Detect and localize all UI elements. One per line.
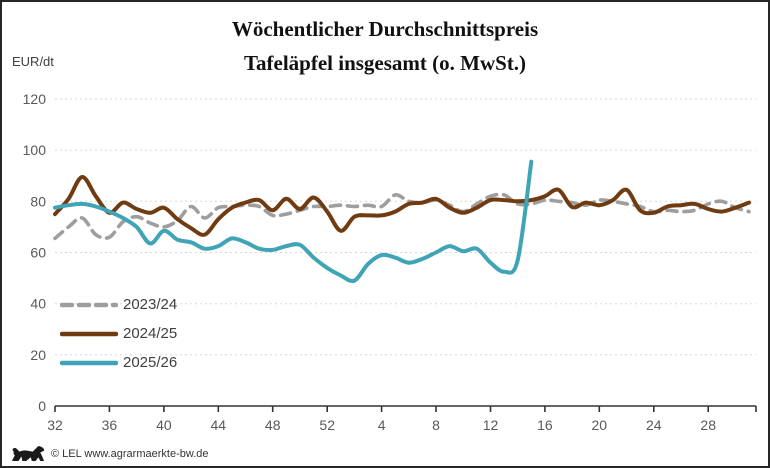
svg-text:20: 20 [30, 347, 46, 363]
svg-text:80: 80 [30, 193, 46, 209]
svg-text:32: 32 [47, 417, 63, 433]
gridlines [55, 98, 756, 356]
series-line-2025-26 [53, 159, 534, 284]
svg-text:40: 40 [156, 417, 172, 433]
solid-line-icon [60, 360, 118, 365]
series-line-2023-24 [53, 192, 751, 241]
legend-item-2023-24: 2023/24 [60, 290, 177, 319]
svg-text:8: 8 [432, 417, 440, 433]
svg-text:52: 52 [319, 417, 335, 433]
svg-text:0: 0 [38, 398, 46, 414]
legend-label-2025-26: 2025/26 [123, 354, 178, 371]
footer: © LEL www.agrarmaerkte-bw.de [11, 445, 209, 462]
x-axis-labels: 32 36 40 44 48 52 4 8 12 16 20 24 28 [47, 417, 716, 433]
y-axis-unit-label: EUR/dt [12, 54, 54, 69]
legend-label-2023-24: 2023/24 [123, 296, 178, 313]
legend: 2023/24 2024/25 2025/26 [60, 290, 177, 377]
legend-item-2024-25: 2024/25 [60, 319, 177, 348]
svg-text:16: 16 [537, 417, 553, 433]
svg-text:40: 40 [30, 296, 46, 312]
svg-text:100: 100 [23, 142, 47, 158]
solid-line-icon [60, 331, 118, 336]
copyright-text: © LEL www.agrarmaerkte-bw.de [51, 447, 209, 460]
svg-text:36: 36 [102, 417, 118, 433]
svg-text:28: 28 [700, 417, 716, 433]
svg-text:44: 44 [211, 417, 227, 433]
chart-title: Wöchentlicher Durchschnittspreis Tafeläp… [2, 12, 768, 80]
svg-text:48: 48 [265, 417, 281, 433]
x-axis [54, 405, 757, 412]
bw-lion-logo-icon [11, 446, 45, 462]
svg-text:4: 4 [378, 417, 386, 433]
dashed-line-icon [60, 302, 118, 307]
svg-text:24: 24 [646, 417, 662, 433]
chart-title-line2: Tafeläpfel insgesamt (o. MwSt.) [243, 51, 527, 75]
svg-text:12: 12 [483, 417, 499, 433]
y-axis-labels: 0 20 40 60 80 100 120 [23, 91, 47, 414]
svg-text:120: 120 [23, 91, 47, 107]
series-line-2024-25 [53, 175, 751, 237]
chart-title-line1: Wöchentlicher Durchschnittspreis [231, 17, 539, 41]
svg-text:20: 20 [592, 417, 608, 433]
legend-item-2025-26: 2025/26 [60, 348, 177, 377]
svg-text:60: 60 [30, 245, 46, 261]
legend-label-2024-25: 2024/25 [123, 325, 178, 342]
